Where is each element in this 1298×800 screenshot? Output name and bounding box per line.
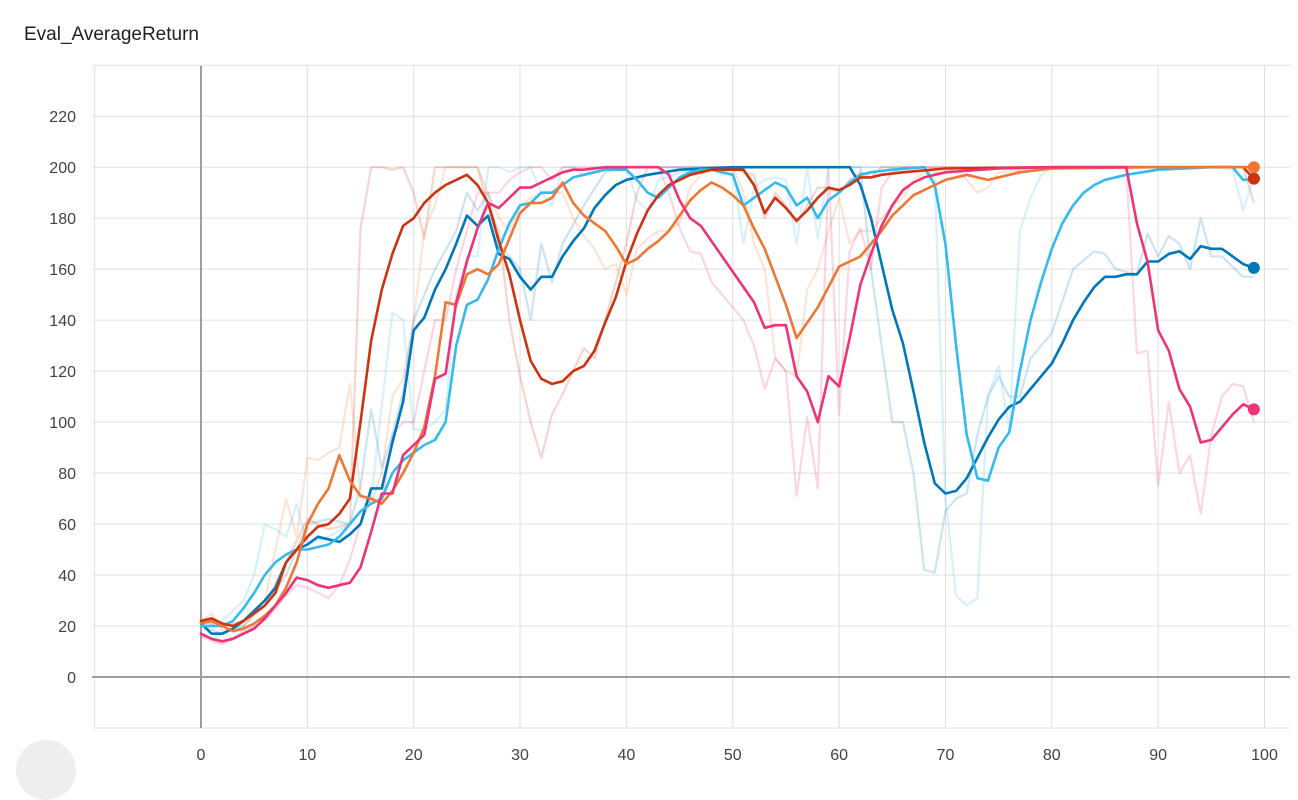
- x-tick-label: 10: [298, 747, 316, 764]
- y-tick-label: 160: [49, 262, 76, 279]
- y-tick-label: 80: [58, 466, 76, 483]
- expand-control[interactable]: [16, 740, 76, 800]
- raw-series-line: [200, 166, 1254, 633]
- y-tick-label: 100: [49, 415, 76, 432]
- raw-series-line: [200, 166, 1255, 628]
- tick-labels: 0 20 40 60 80 100 120 140 160 180 200 220 0 10 20 30 40 5…: [49, 109, 1278, 764]
- smoothed-series-line: [199, 165, 1256, 628]
- raw-series-lines: [200, 166, 1255, 646]
- x-tick-label: 90: [1149, 747, 1167, 764]
- smoothed-series-line: [199, 165, 1256, 633]
- end-markers: [1247, 161, 1260, 416]
- x-tick-label: 0: [197, 747, 206, 764]
- line-chart: 0 20 40 60 80 100 120 140 160 180 200 220 0 10 20 30 40 5…: [49, 64, 1290, 764]
- raw-series-line: [200, 166, 1254, 635]
- grid-lines: [92, 64, 1290, 729]
- series-end-marker: [1247, 261, 1260, 274]
- x-tick-label: 70: [937, 747, 955, 764]
- y-tick-label: 0: [67, 670, 76, 687]
- raw-series-line: [200, 166, 1255, 646]
- x-tick-label: 100: [1251, 747, 1278, 764]
- smoothed-series-line: [199, 165, 1256, 643]
- x-tick-label: 20: [405, 747, 423, 764]
- smoothed-series-lines: [199, 165, 1256, 643]
- chart-title: Eval_AverageReturn: [24, 24, 199, 45]
- x-tick-label: 80: [1043, 747, 1061, 764]
- series-end-marker: [1247, 172, 1260, 185]
- x-tick-label: 50: [724, 747, 742, 764]
- x-tick-label: 30: [511, 747, 529, 764]
- y-tick-label: 200: [49, 160, 76, 177]
- zero-axes: [92, 66, 1290, 728]
- y-tick-label: 140: [49, 313, 76, 330]
- series-end-marker: [1247, 161, 1260, 174]
- y-tick-label: 220: [49, 109, 76, 126]
- y-tick-label: 180: [49, 211, 76, 228]
- smoothed-series-line: [199, 165, 1256, 636]
- y-tick-label: 60: [58, 517, 76, 534]
- y-tick-label: 120: [49, 364, 76, 381]
- y-tick-label: 20: [58, 619, 76, 636]
- x-tick-label: 60: [830, 747, 848, 764]
- series-end-marker: [1247, 403, 1260, 416]
- smoothed-series-line: [199, 165, 1256, 628]
- y-tick-label: 40: [58, 568, 76, 585]
- raw-series-line: [200, 166, 1255, 628]
- x-tick-label: 40: [618, 747, 636, 764]
